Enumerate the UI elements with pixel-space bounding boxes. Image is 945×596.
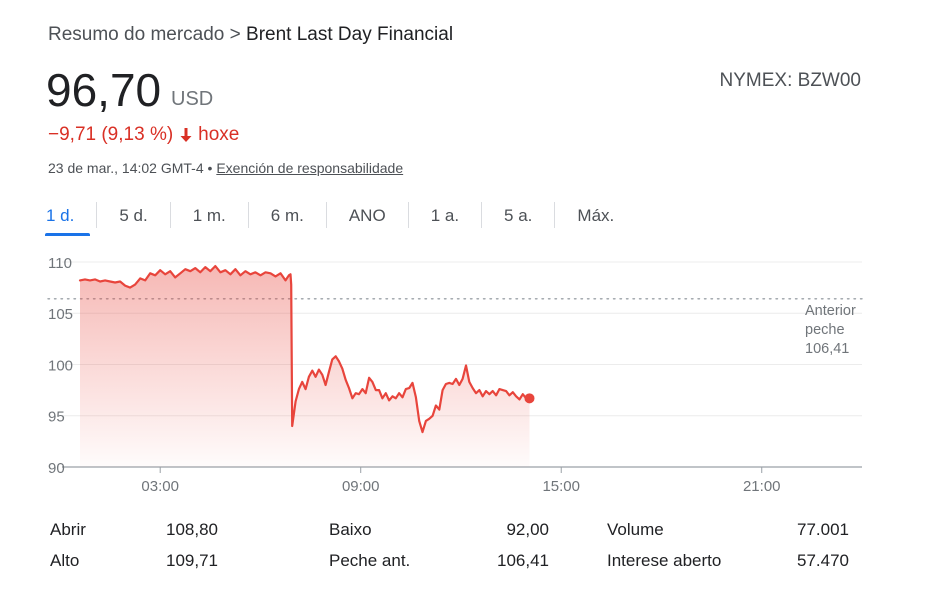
stat-label: Abrir [50,520,86,539]
tab-divider [554,202,556,228]
tab-divider [407,202,409,228]
timeframe-tabs: 1 d. 5 d. 1 m. 6 m. ANO 1 a. 5 a. Máx. [44,202,615,236]
stat-label: Volume [607,520,664,539]
disclaimer-link[interactable]: Exención de responsabilidade [216,160,404,176]
x-tick-label: 03:00 [141,478,179,495]
tab-6m[interactable]: 6 m. [270,206,304,225]
last-point-marker [524,393,535,404]
x-tick-label: 09:00 [342,478,380,495]
tab-5d[interactable]: 5 d. [119,206,148,225]
previous-close-label: Anterior [805,303,856,319]
stat-value: 109,71 [166,551,218,570]
timestamp-text: 23 de mar., 14:02 GMT-4 [48,160,204,176]
stat-label: Baixo [329,520,372,539]
tab-5y[interactable]: 5 a. [504,206,533,225]
stat-label: Interese aberto [607,551,722,570]
change-period: hoxe [198,124,240,145]
y-tick-label: 110 [48,255,72,272]
x-tick-label: 21:00 [743,478,781,495]
stat-value: 57.470 [797,551,849,570]
series-area [80,266,530,467]
price-value: 96,70 [46,64,162,116]
y-tick-label: 105 [48,306,73,323]
breadcrumb-root-link[interactable]: Resumo do mercado [48,24,225,45]
quote-timestamp: 23 de mar., 14:02 GMT-4 • Exención de re… [48,160,403,176]
tab-max[interactable]: Máx. [577,206,615,225]
price-chart[interactable]: 110 105 100 95 90 03:00 09:00 15:00 21:00 Anterio… [0,246,945,506]
stat-value: 92,00 [506,520,549,539]
tab-divider [169,202,171,228]
tab-divider [481,202,483,228]
stat-row-high: Alto 109,71 [50,551,300,575]
tab-1y[interactable]: 1 a. [430,206,460,225]
x-tick-label: 15:00 [542,478,580,495]
tab-ytd[interactable]: ANO [348,206,386,225]
previous-close-label: peche [805,322,845,338]
stat-value: 106,41 [497,551,549,570]
y-tick-label: 90 [48,460,65,477]
breadcrumb-current: Brent Last Day Financial [246,24,454,45]
stat-row-open: Abrir 108,80 [50,520,300,544]
tab-1d[interactable]: 1 d. [44,202,91,236]
stat-row-open-interest: Interese aberto 57.470 [607,551,849,575]
stat-value: 77.001 [797,520,849,539]
ticker-symbol: NYMEX: BZW00 [719,70,861,91]
y-tick-label: 100 [48,357,73,374]
bullet-separator: • [207,160,213,176]
stat-row-low: Baixo 92,00 [329,520,549,544]
stat-label: Peche ant. [329,551,411,570]
tab-1m[interactable]: 1 m. [192,206,226,225]
currency-label: USD [171,88,214,110]
change-amount: −9,71 (9,13 %) [48,124,174,145]
breadcrumb-separator: > [229,24,241,45]
price-change: −9,71 (9,13 %) hoxe [48,124,239,146]
breadcrumb: Resumo do mercado > Brent Last Day Finan… [48,24,453,46]
tab-divider [325,202,327,228]
previous-close-value: 106,41 [805,341,849,357]
arrow-down-icon [180,128,192,142]
stat-value: 108,80 [166,520,218,539]
stat-row-prev-close: Peche ant. 106,41 [329,551,549,575]
y-tick-label: 95 [48,409,65,426]
tab-divider [247,202,249,228]
stat-label: Alto [50,551,80,570]
series-line [78,265,531,434]
stat-row-volume: Volume 77.001 [607,520,849,544]
tab-divider [96,202,98,228]
